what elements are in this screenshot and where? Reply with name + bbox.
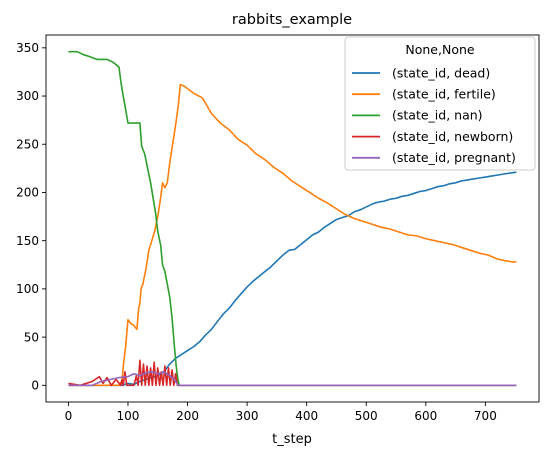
y-tick-label: 150 bbox=[16, 234, 39, 248]
legend-label: (state_id, dead) bbox=[392, 65, 490, 80]
legend-label: (state_id, newborn) bbox=[392, 129, 513, 144]
y-tick-label: 350 bbox=[16, 41, 39, 55]
legend-label: (state_id, fertile) bbox=[392, 87, 496, 102]
x-tick-label: 100 bbox=[117, 409, 140, 423]
series-line-1 bbox=[68, 83, 517, 387]
x-axis-label: t_step bbox=[272, 432, 312, 447]
x-tick-label: 500 bbox=[355, 409, 378, 423]
x-tick-label: 600 bbox=[414, 409, 437, 423]
y-tick-label: 250 bbox=[16, 137, 39, 151]
legend-entries: (state_id, dead) (state_id, fertile) (stat… bbox=[352, 65, 516, 165]
legend: None,None (state_id, dead) (state_id, fer… bbox=[344, 36, 536, 171]
plot-frame bbox=[45, 34, 540, 403]
legend-box bbox=[344, 36, 536, 171]
y-axis: 0 50 100 150 200 250 300 350 bbox=[16, 41, 46, 393]
x-tick-label: 0 bbox=[65, 409, 73, 423]
series-line-4 bbox=[68, 371, 517, 387]
series-line-2 bbox=[68, 50, 517, 387]
series-layer bbox=[68, 50, 517, 387]
chart-title: rabbits_example bbox=[232, 12, 352, 28]
x-tick-label: 400 bbox=[295, 409, 318, 423]
y-tick-label: 50 bbox=[24, 330, 39, 344]
legend-label: (state_id, nan) bbox=[392, 108, 483, 123]
x-axis: 0 100 200 300 400 500 600 700 bbox=[65, 402, 497, 423]
x-tick-label: 300 bbox=[236, 409, 259, 423]
legend-title: None,None bbox=[405, 42, 475, 57]
x-tick-label: 200 bbox=[176, 409, 199, 423]
y-tick-label: 300 bbox=[16, 89, 39, 103]
y-tick-label: 0 bbox=[31, 379, 39, 393]
series-line-0 bbox=[68, 171, 517, 387]
x-tick-label: 700 bbox=[474, 409, 497, 423]
y-tick-label: 100 bbox=[16, 282, 39, 296]
y-tick-label: 200 bbox=[16, 186, 39, 200]
legend-label: (state_id, pregnant) bbox=[392, 150, 516, 165]
series-line-3 bbox=[68, 359, 517, 387]
